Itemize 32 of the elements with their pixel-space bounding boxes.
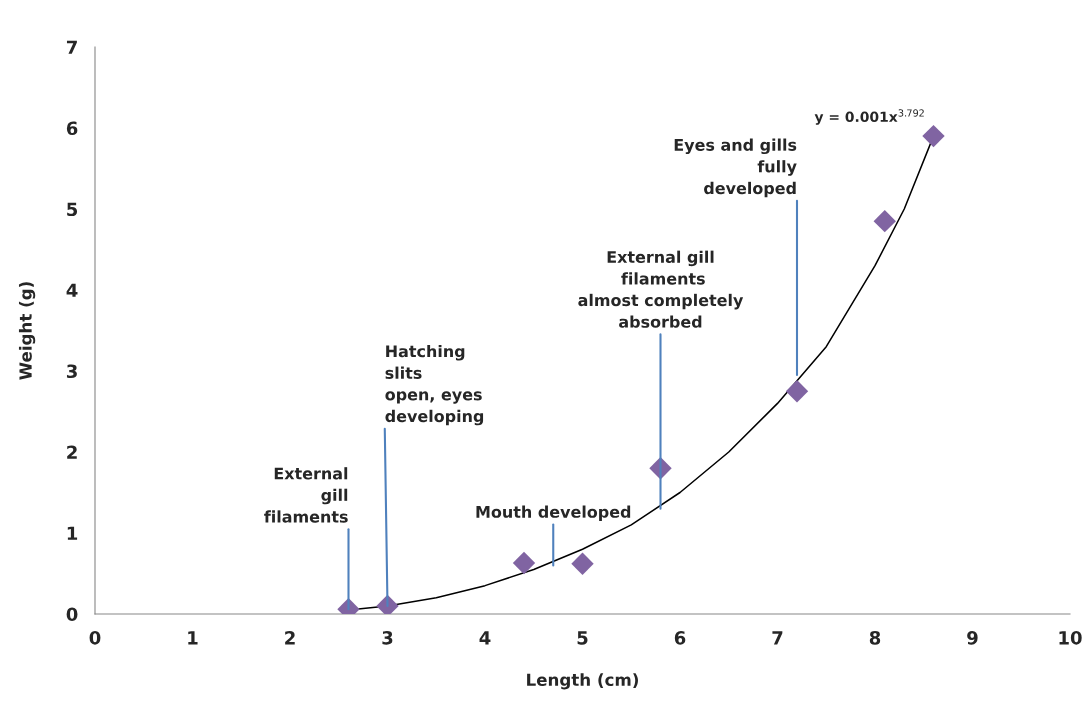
annotation: Hatching slits open, eyes developing <box>385 344 484 426</box>
y-tick-label: 7 <box>66 40 77 54</box>
y-axis-title: Weight (g) <box>18 282 36 380</box>
x-tick-label: 3 <box>382 630 393 645</box>
annotation: Eyes and gills fully developed <box>674 138 797 198</box>
point <box>873 209 896 233</box>
y-tick-label: 1 <box>67 526 78 540</box>
y-tick-label: 0 <box>66 607 78 622</box>
y-tick-label: 2 <box>67 445 77 459</box>
x-tick-label: 1 <box>188 631 198 645</box>
x-tick-label: 9 <box>967 631 978 645</box>
x-tick-label: 7 <box>772 631 783 645</box>
x-tick-label: 6 <box>674 631 686 645</box>
y-tick-label: 6 <box>66 121 78 136</box>
y-tick-label: 3 <box>66 364 77 379</box>
x-tick-label: 2 <box>285 630 295 645</box>
annotation: Mouth developed <box>476 505 631 521</box>
point <box>922 124 945 148</box>
annotation: y = 0.001x$^{3.792}$ <box>814 109 924 125</box>
x-axis-title: Length (cm) <box>527 673 638 690</box>
point <box>785 380 809 403</box>
annotation: External gill filaments <box>264 467 348 523</box>
x-tick-label: 10 <box>1059 630 1082 645</box>
annotation: External gill filaments almost completely absorbed <box>578 250 744 328</box>
y-tick-label: 5 <box>67 202 78 217</box>
point <box>512 551 536 575</box>
x-tick-label: 4 <box>479 631 491 645</box>
y-tick-label: 4 <box>66 283 78 297</box>
point <box>571 552 594 575</box>
x-tick-label: 0 <box>89 630 101 645</box>
x-tick-label: 5 <box>577 631 588 645</box>
x-tick-label: 8 <box>869 630 881 645</box>
